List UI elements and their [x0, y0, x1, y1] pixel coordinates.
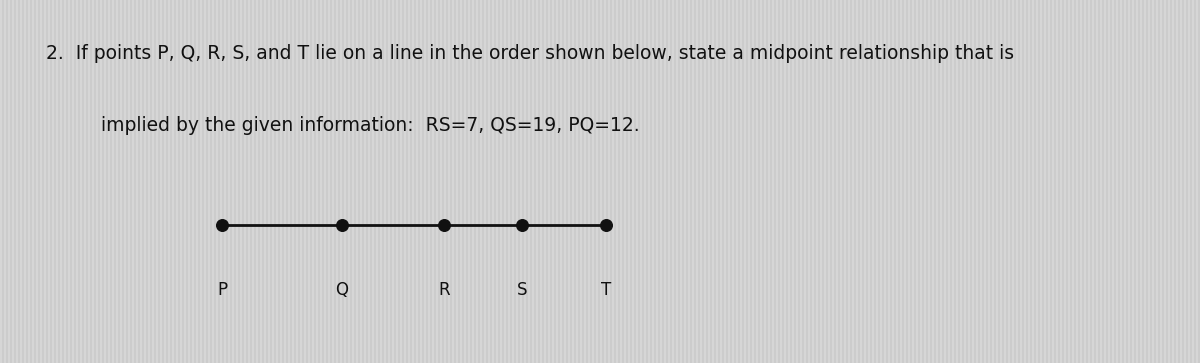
Point [596, 222, 616, 228]
Text: R: R [438, 281, 450, 299]
Point [212, 222, 232, 228]
Point [512, 222, 532, 228]
Point [332, 222, 352, 228]
Text: 2.  If points P, Q, R, S, and T lie on a line in the order shown below, state a : 2. If points P, Q, R, S, and T lie on a … [46, 44, 1014, 62]
Text: implied by the given information:  RS=7, QS=19, PQ=12.: implied by the given information: RS=7, … [101, 116, 640, 135]
Point [434, 222, 454, 228]
Text: P: P [217, 281, 227, 299]
Text: T: T [601, 281, 611, 299]
Text: S: S [517, 281, 527, 299]
Text: Q: Q [336, 281, 348, 299]
